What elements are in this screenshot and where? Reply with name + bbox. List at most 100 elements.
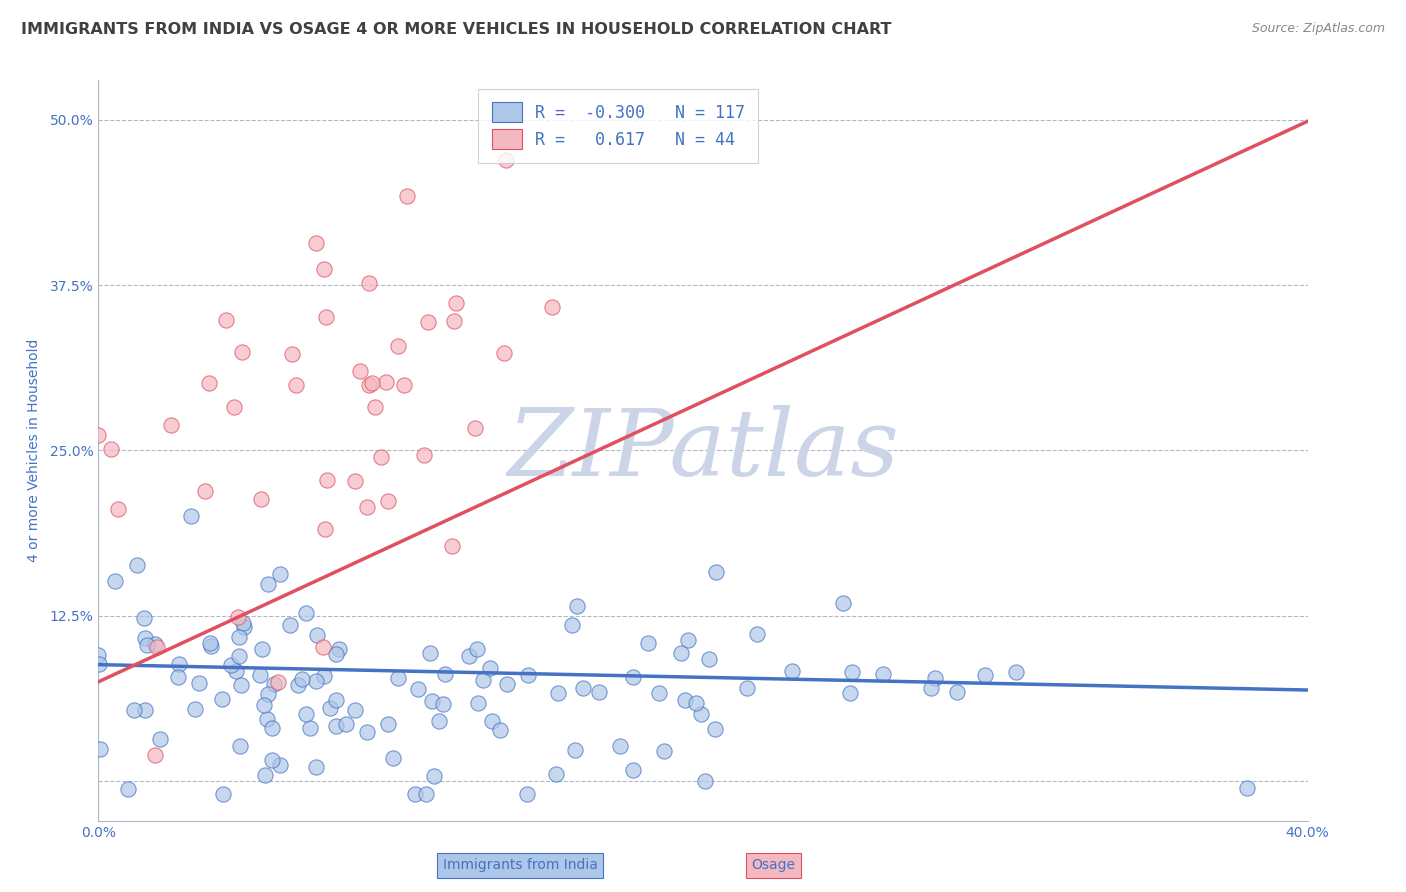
Point: [134, 631, 156, 645]
Point: [467, 696, 489, 710]
Point: [287, 678, 309, 692]
Point: [408, 681, 430, 696]
Point: [233, 620, 256, 634]
Point: [495, 153, 517, 167]
Point: [184, 702, 207, 716]
Point: [481, 714, 503, 729]
Point: [253, 698, 276, 712]
Point: [395, 189, 418, 203]
Point: [229, 739, 252, 753]
Point: [219, 657, 242, 672]
Point: [404, 787, 426, 801]
Point: [305, 628, 328, 642]
Point: [211, 692, 233, 706]
Point: [194, 484, 217, 499]
Point: [280, 347, 302, 361]
Point: [839, 685, 862, 699]
Point: [254, 768, 277, 782]
Point: [704, 566, 727, 580]
Point: [198, 376, 221, 390]
Point: [377, 494, 399, 508]
Point: [465, 642, 488, 657]
Point: [149, 731, 172, 746]
Point: [564, 742, 586, 756]
Point: [440, 539, 463, 553]
Point: [648, 686, 671, 700]
Point: [229, 678, 252, 692]
Point: [392, 378, 415, 392]
Point: [443, 314, 465, 328]
Point: [125, 558, 148, 573]
Point: [419, 647, 441, 661]
Text: Source: ZipAtlas.com: Source: ZipAtlas.com: [1251, 22, 1385, 36]
Point: [250, 642, 273, 657]
Point: [540, 301, 562, 315]
Point: [356, 500, 378, 515]
Point: [260, 721, 283, 735]
Point: [232, 616, 254, 631]
Point: [122, 704, 145, 718]
Point: [225, 664, 247, 678]
Point: [446, 296, 468, 310]
Point: [160, 417, 183, 432]
Point: [222, 400, 245, 414]
Point: [413, 448, 436, 462]
Point: [256, 687, 278, 701]
Point: [198, 636, 221, 650]
Point: [180, 509, 202, 524]
Point: [370, 450, 392, 464]
Point: [832, 596, 855, 610]
Point: [745, 627, 768, 641]
Point: [269, 566, 291, 581]
Point: [357, 378, 380, 392]
Point: [291, 672, 314, 686]
Point: [257, 576, 280, 591]
Point: [212, 787, 235, 801]
Point: [494, 346, 516, 360]
Point: [132, 611, 155, 625]
Point: [228, 630, 250, 644]
Point: [621, 670, 644, 684]
Point: [87, 657, 110, 671]
Point: [315, 473, 337, 487]
Point: [315, 310, 337, 324]
Text: Immigrants from India: Immigrants from India: [443, 858, 598, 872]
Point: [429, 714, 451, 728]
Point: [1004, 665, 1026, 679]
Point: [673, 693, 696, 707]
Point: [565, 599, 588, 613]
Point: [231, 345, 253, 359]
Point: [547, 686, 569, 700]
Point: [343, 703, 366, 717]
Point: [685, 696, 707, 710]
Point: [256, 712, 278, 726]
Point: [187, 675, 209, 690]
Point: [361, 376, 384, 390]
Point: [200, 639, 222, 653]
Point: [489, 723, 512, 737]
Point: [343, 474, 366, 488]
Point: [416, 315, 439, 329]
Point: [571, 681, 593, 696]
Point: [375, 375, 398, 389]
Point: [325, 647, 347, 661]
Point: [228, 648, 250, 663]
Point: [325, 719, 347, 733]
Point: [652, 744, 675, 758]
Point: [117, 782, 139, 797]
Point: [432, 697, 454, 711]
Point: [693, 773, 716, 788]
Point: [780, 664, 803, 678]
Text: ZIPatlas: ZIPatlas: [508, 406, 898, 495]
Text: IMMIGRANTS FROM INDIA VS OSAGE 4 OR MORE VEHICLES IN HOUSEHOLD CORRELATION CHART: IMMIGRANTS FROM INDIA VS OSAGE 4 OR MORE…: [21, 22, 891, 37]
Point: [312, 668, 335, 682]
Point: [167, 657, 190, 671]
Point: [325, 693, 347, 707]
Point: [146, 640, 169, 654]
Point: [305, 760, 328, 774]
Point: [280, 617, 302, 632]
Point: [294, 607, 316, 621]
Point: [737, 681, 759, 695]
Point: [167, 670, 190, 684]
Point: [305, 235, 328, 250]
